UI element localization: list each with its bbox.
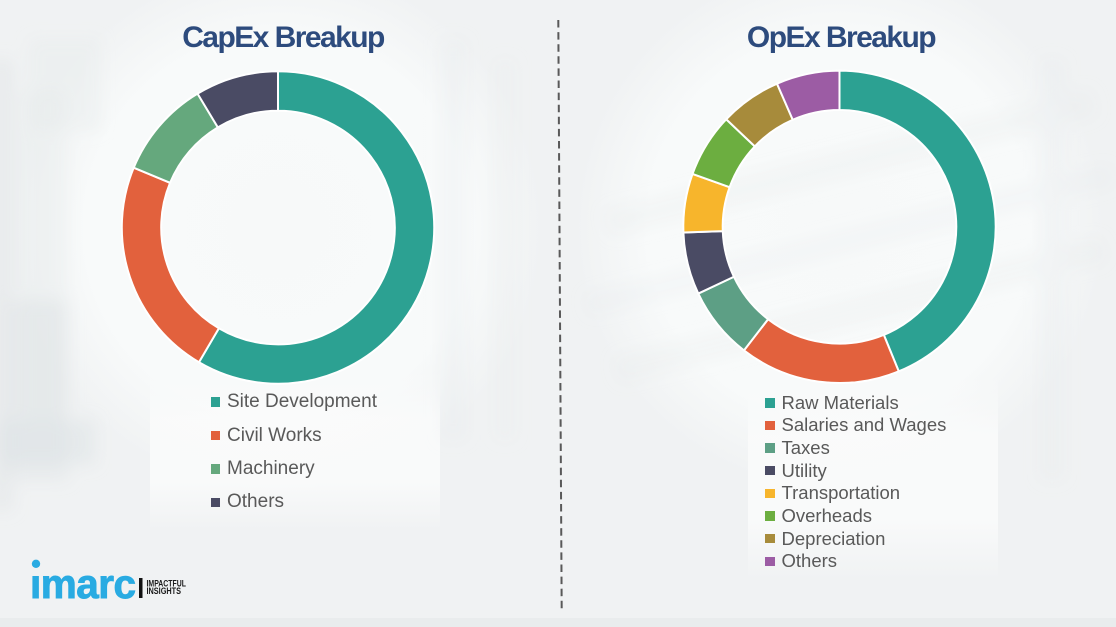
- svg-text:IMPACTFUL: IMPACTFUL: [147, 578, 187, 588]
- svg-text:ımarc: ımarc: [30, 561, 136, 607]
- svg-text:INSIGHTS: INSIGHTS: [147, 586, 182, 596]
